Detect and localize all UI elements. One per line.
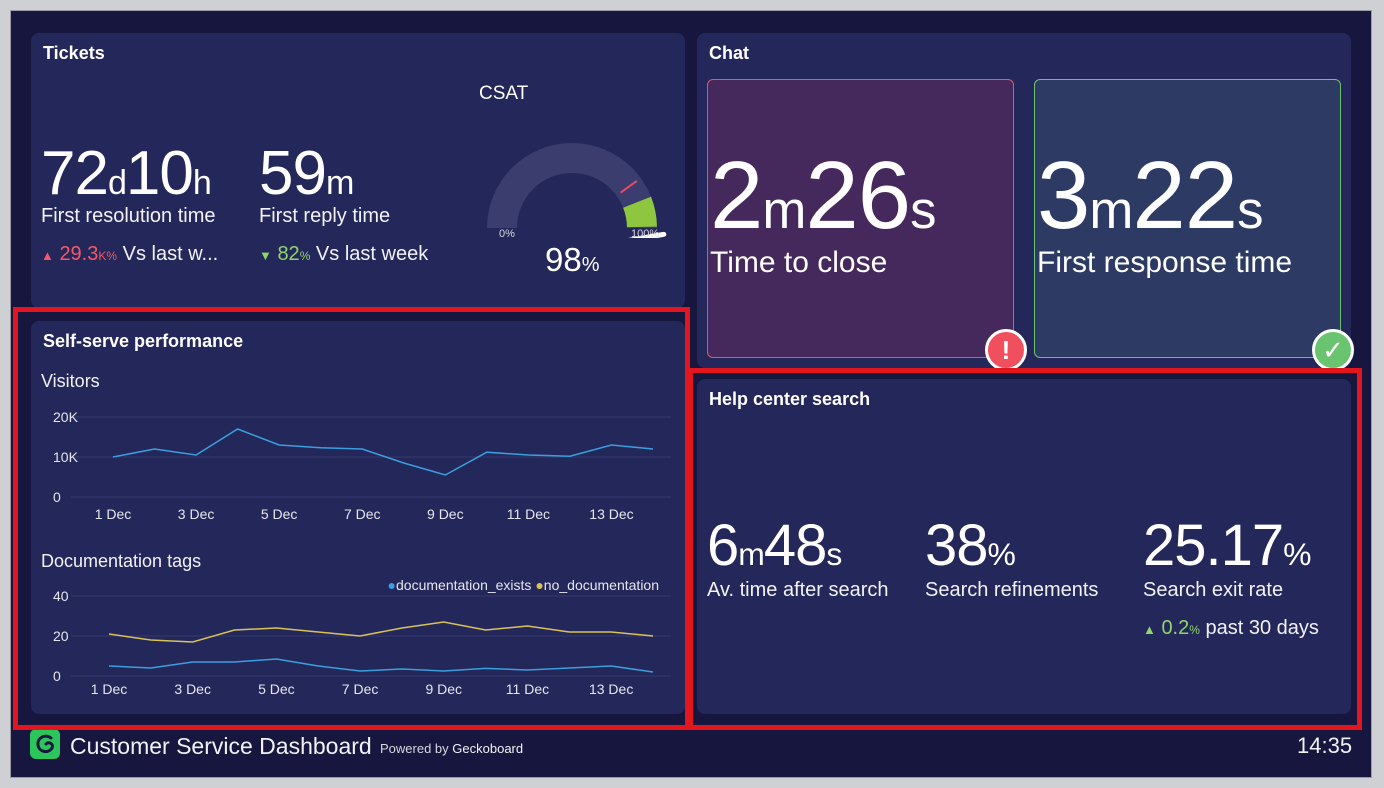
y-tick-label: 0	[53, 668, 61, 684]
time-to-close-card: 2m26s Time to close	[707, 79, 1014, 358]
first-response-card: 3m22s First response time	[1034, 79, 1341, 358]
dashboard-title: Customer Service Dashboard	[70, 733, 372, 759]
csat-title: CSAT	[479, 83, 529, 104]
visitors-title: Visitors	[41, 371, 100, 391]
check-icon: ✓	[1312, 329, 1354, 371]
x-tick-label: 3 Dec	[178, 506, 215, 522]
gauge-track	[487, 143, 657, 228]
clock: 14:35	[1297, 733, 1353, 758]
trend-up-icon: ▲	[41, 248, 54, 263]
x-tick-label: 9 Dec	[427, 506, 464, 522]
search-exit-rate-trend: ▲ 0.2% past 30 days	[1143, 617, 1319, 639]
x-tick-label: 1 Dec	[91, 681, 128, 697]
first-resolution-label: First resolution time	[41, 205, 216, 227]
docs-chart: 0 20 40 1 Dec 3 Dec 5 Dec 7 Dec 9 Dec 11 Dec 13 D…	[53, 588, 671, 697]
chat-title: Chat	[709, 43, 749, 63]
first-resolution-value: 72d10h	[41, 139, 212, 208]
search-exit-rate-label: Search exit rate	[1143, 579, 1284, 601]
x-tick-label: 11 Dec	[507, 506, 550, 522]
series-line	[112, 428, 654, 476]
series-line	[108, 658, 654, 673]
help-center-panel: Help center search 6m48s Av. time after …	[697, 379, 1351, 714]
x-tick-label: 13 Dec	[589, 681, 633, 697]
y-tick-label: 0	[53, 489, 61, 505]
first-reply-trend: ▼ 82% Vs last week	[259, 243, 429, 265]
first-response-label: First response time	[1037, 246, 1293, 279]
x-tick-label: 9 Dec	[425, 681, 462, 697]
x-tick-label: 1 Dec	[95, 506, 132, 522]
docs-title: Documentation tags	[41, 551, 202, 571]
x-tick-label: 11 Dec	[506, 681, 549, 697]
gauge-needle	[628, 231, 667, 238]
geckoboard-logo-icon	[30, 729, 60, 759]
legend-documentation-exists: documentation_exists	[396, 577, 532, 593]
first-reply-value: 59m	[259, 139, 354, 208]
first-response-value: 3m22s	[1037, 142, 1264, 249]
y-tick-label: 20K	[53, 409, 79, 425]
gauge-target-mark	[619, 180, 638, 194]
series-line	[108, 621, 654, 643]
legend-dot-a: ●	[387, 577, 397, 593]
visitors-chart: 0 10K 20K 1 Dec 3 Dec 5 Dec 7 Dec 9 Dec 11 Dec 13…	[53, 409, 671, 522]
time-to-close-label: Time to close	[710, 246, 888, 279]
powered-by: Powered by Geckoboard	[380, 741, 524, 756]
y-tick-label: 20	[53, 628, 69, 644]
self-serve-title: Self-serve performance	[43, 331, 244, 351]
time-after-search-value: 6m48s	[707, 513, 842, 578]
legend-dot-b: ●	[535, 577, 544, 593]
x-tick-label: 3 Dec	[174, 681, 211, 697]
first-reply-label: First reply time	[259, 205, 391, 227]
tickets-title: Tickets	[43, 43, 105, 63]
time-after-search-label: Av. time after search	[707, 579, 889, 601]
dashboard-screen: Tickets 72d10h First resolution time ▲ 2…	[10, 10, 1372, 778]
y-tick-label: 10K	[53, 449, 79, 465]
trend-up-icon: ▲	[1143, 622, 1156, 637]
legend-no-documentation: no_documentation	[543, 577, 659, 593]
csat-max-label: 100%	[631, 228, 660, 240]
geckoboard-brand: Geckoboard	[452, 741, 524, 756]
csat-min-label: 0%	[499, 228, 515, 240]
search-refinements-value: 38%	[925, 513, 1016, 578]
csat-value: 98%	[545, 241, 600, 278]
time-to-close-value: 2m26s	[710, 142, 937, 249]
x-tick-label: 13 Dec	[589, 506, 633, 522]
docs-legend: ●documentation_exists ●no_documentation	[388, 577, 659, 593]
csat-gauge	[487, 143, 667, 238]
chat-panel: Chat 2m26s Time to close ! 3m22s First r…	[697, 33, 1354, 371]
x-tick-label: 5 Dec	[261, 506, 298, 522]
x-tick-label: 7 Dec	[342, 681, 379, 697]
alert-icon: !	[985, 329, 1027, 371]
x-tick-label: 5 Dec	[258, 681, 295, 697]
x-tick-label: 7 Dec	[344, 506, 381, 522]
trend-down-icon: ▼	[259, 248, 272, 263]
gauge-fill	[623, 196, 657, 228]
self-serve-panel: Self-serve performance Visitors 0 10K 20K 1…	[31, 321, 685, 714]
first-resolution-trend: ▲ 29.3K% Vs last w...	[41, 243, 219, 265]
help-center-title: Help center search	[709, 389, 871, 409]
tickets-panel: Tickets 72d10h First resolution time ▲ 2…	[31, 33, 685, 308]
search-exit-rate-value: 25.17%	[1143, 513, 1312, 578]
search-refinements-label: Search refinements	[925, 579, 1099, 601]
y-tick-label: 40	[53, 588, 69, 604]
